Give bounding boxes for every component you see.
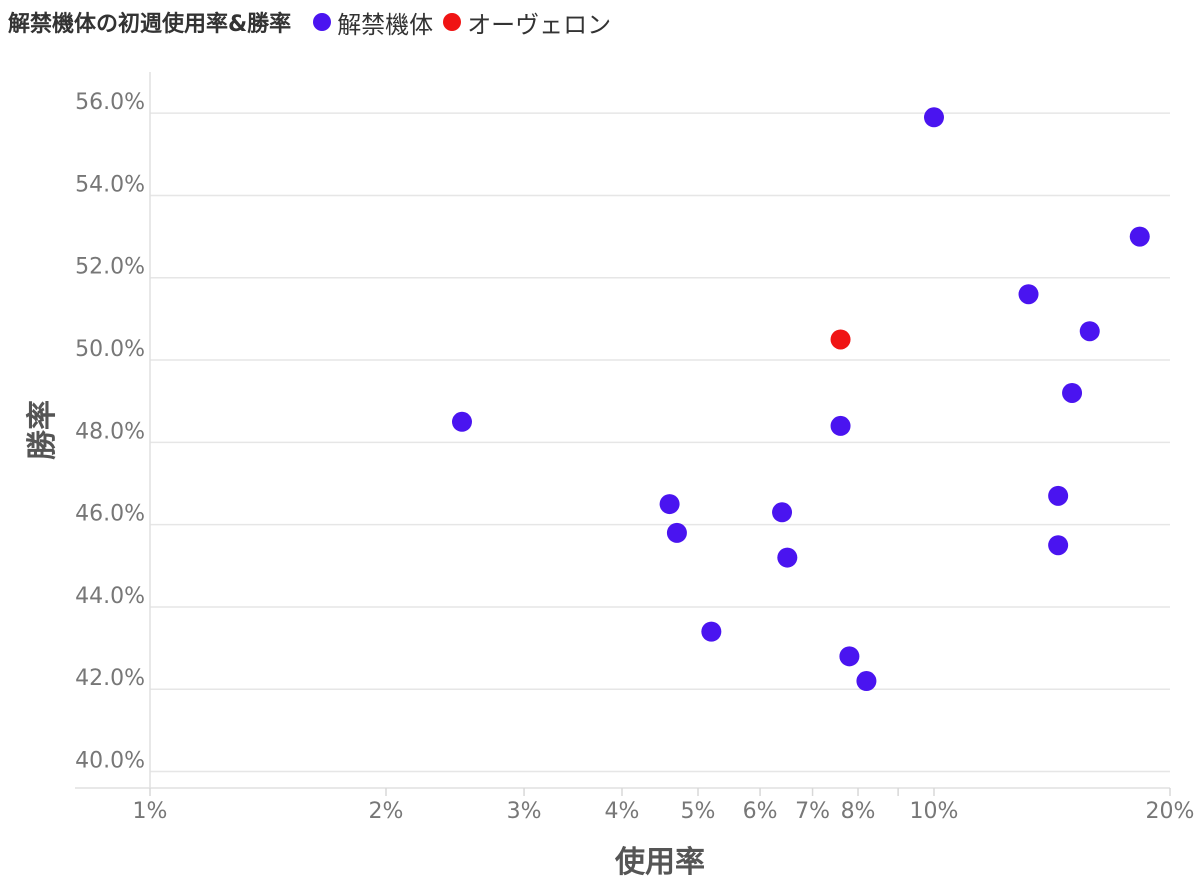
x-tick-label: 2% xyxy=(369,799,404,824)
legend-item-overon[interactable]: オーヴェロン xyxy=(443,5,611,40)
legend-swatch-unlocked xyxy=(313,13,332,31)
legend-label-overon: オーヴェロン xyxy=(467,10,612,39)
legend-item-unlocked[interactable]: 解禁機体 xyxy=(313,5,433,40)
y-tick-label: 46.0% xyxy=(75,502,145,527)
data-point-unlocked[interactable] xyxy=(856,671,877,692)
x-tick-label: 10% xyxy=(910,799,959,824)
data-point-unlocked[interactable] xyxy=(1048,535,1069,556)
legend: 解禁機体 オーヴェロン xyxy=(313,5,621,40)
data-point-unlocked[interactable] xyxy=(701,621,722,642)
y-axis-title: 勝率 xyxy=(25,400,60,460)
x-tick-label: 7% xyxy=(795,799,830,824)
data-point-unlocked[interactable] xyxy=(923,107,944,128)
x-tick-labels: 1% 2% 3% 4% 5% 6% 7% 8% 10% 20% xyxy=(133,799,1195,824)
grid-lines xyxy=(150,112,1170,773)
data-point-unlocked[interactable] xyxy=(1018,284,1039,305)
y-tick-label: 54.0% xyxy=(75,172,145,197)
x-tick-label: 4% xyxy=(605,799,640,824)
y-tick-label: 56.0% xyxy=(75,90,145,115)
data-point-unlocked[interactable] xyxy=(1048,485,1069,506)
y-tick-labels: 40.0% 42.0% 44.0% 46.0% 48.0% 50.0% 52.0% 54.0%… xyxy=(75,90,145,773)
y-tick-label: 42.0% xyxy=(75,666,145,691)
data-point-unlocked[interactable] xyxy=(1062,382,1083,403)
chart-title: 解禁機体の初週使用率&勝率 xyxy=(8,12,292,37)
data-point-unlocked[interactable] xyxy=(451,411,472,432)
data-point-unlocked[interactable] xyxy=(1079,321,1100,342)
data-point-unlocked[interactable] xyxy=(830,415,851,436)
data-point-unlocked[interactable] xyxy=(777,547,798,568)
x-tick-label: 20% xyxy=(1146,799,1195,824)
x-axis-title: 使用率 xyxy=(614,845,705,880)
legend-swatch-overon xyxy=(443,13,462,31)
data-point-unlocked[interactable] xyxy=(839,646,860,667)
chart-header: 解禁機体の初週使用率&勝率 解禁機体 オーヴェロン xyxy=(8,4,621,40)
data-point-unlocked[interactable] xyxy=(1129,226,1150,247)
x-tick-label: 8% xyxy=(841,799,876,824)
x-tick-label: 5% xyxy=(681,799,716,824)
x-tick-label: 6% xyxy=(743,799,778,824)
data-point-unlocked[interactable] xyxy=(666,522,687,543)
data-point-unlocked[interactable] xyxy=(772,502,793,523)
x-tick-label: 3% xyxy=(507,799,542,824)
y-tick-label: 40.0% xyxy=(75,749,145,774)
axes xyxy=(75,72,1171,796)
data-point-overon[interactable] xyxy=(830,329,851,350)
data-points xyxy=(451,107,1150,692)
data-point-unlocked[interactable] xyxy=(659,494,680,515)
y-tick-label: 44.0% xyxy=(75,584,145,609)
x-tick-label: 1% xyxy=(133,799,168,824)
y-tick-label: 50.0% xyxy=(75,337,145,362)
legend-label-unlocked: 解禁機体 xyxy=(337,10,434,39)
y-tick-label: 52.0% xyxy=(75,255,145,280)
y-tick-label: 48.0% xyxy=(75,419,145,444)
